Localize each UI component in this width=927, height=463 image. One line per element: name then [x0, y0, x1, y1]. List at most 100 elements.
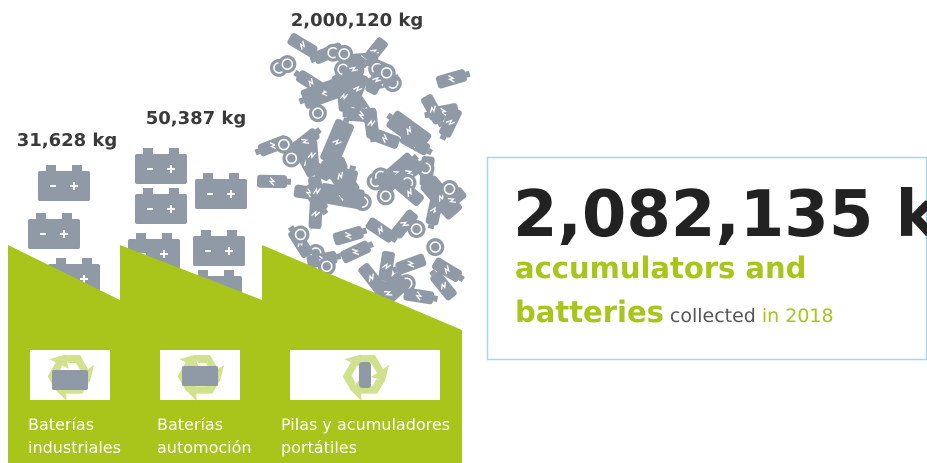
icon-part	[349, 379, 386, 401]
car-battery	[193, 230, 245, 266]
icon-part	[344, 231, 352, 240]
cell	[403, 287, 438, 305]
recycle-icons	[47, 354, 389, 401]
icon-part	[342, 117, 351, 124]
cell	[391, 253, 427, 275]
icon-part	[440, 180, 459, 199]
icon-part	[274, 135, 293, 154]
coin-cell	[376, 187, 395, 206]
coin-cell	[278, 55, 297, 74]
icon-part	[465, 70, 471, 78]
icon-part	[38, 171, 90, 201]
icon-part	[269, 142, 277, 150]
icon-part	[342, 110, 347, 118]
icon-part	[293, 69, 300, 78]
icon-part	[317, 205, 324, 211]
cell	[429, 269, 457, 301]
total: 2,082,135 kg	[513, 178, 927, 252]
icon-part	[36, 213, 46, 220]
icon-part	[394, 74, 400, 82]
icon-part	[135, 194, 187, 224]
cell	[340, 54, 367, 87]
icon-part	[285, 152, 298, 165]
cell	[293, 69, 326, 95]
label: portátiles	[281, 438, 357, 457]
cell	[393, 178, 424, 207]
icon-part	[340, 79, 348, 87]
coin-cell	[335, 44, 354, 63]
coin-cell	[282, 149, 301, 168]
highlight: batteries	[515, 295, 664, 329]
icon-part	[339, 92, 349, 101]
icon-part	[332, 139, 342, 146]
icon-part	[268, 176, 276, 186]
icon-part	[72, 165, 82, 172]
coin-cell	[377, 63, 396, 82]
coin-cell	[291, 225, 310, 244]
icon-part	[381, 133, 388, 144]
cell	[307, 175, 326, 211]
icon-part	[299, 40, 306, 50]
icon-part	[169, 148, 179, 155]
icon-part	[379, 190, 392, 203]
icon-part	[429, 241, 442, 253]
icon-part	[358, 110, 366, 120]
icon-part	[282, 149, 301, 168]
icon-part	[56, 258, 66, 265]
cell	[332, 225, 368, 246]
icon-part	[337, 171, 344, 180]
car-battery	[135, 148, 187, 184]
icon-part	[386, 112, 393, 121]
icon-part	[429, 105, 437, 114]
icon-part	[377, 63, 396, 82]
cell	[439, 106, 462, 141]
icon-part	[380, 67, 393, 79]
icon-part	[426, 148, 434, 156]
coin-cell	[426, 238, 445, 257]
cell	[365, 217, 398, 244]
cell	[359, 362, 371, 388]
icon-part	[347, 101, 356, 108]
cell	[420, 94, 445, 128]
icon-part	[438, 193, 444, 202]
icon-part	[198, 270, 208, 277]
icon-part	[415, 291, 423, 301]
icon-part	[307, 151, 317, 159]
icon-part	[349, 165, 357, 171]
icon-part	[143, 148, 153, 155]
icon-part	[400, 221, 410, 227]
icon-part	[376, 187, 395, 206]
icon-part	[439, 107, 447, 116]
label: automoción	[157, 438, 252, 457]
icon-part	[426, 238, 445, 257]
icon-part	[62, 213, 72, 220]
car-battery	[195, 173, 247, 209]
icon-part	[435, 207, 443, 215]
cell	[378, 250, 395, 286]
label: Baterías	[28, 415, 94, 434]
icon-part	[380, 280, 388, 286]
highlight: accumulators and	[515, 251, 806, 285]
car-battery	[28, 213, 80, 249]
icon-part	[458, 274, 465, 283]
label: Pilas y acumuladores	[281, 415, 450, 434]
icon-part	[224, 270, 234, 277]
cell	[347, 73, 369, 108]
icon-part	[352, 85, 363, 92]
icon-part	[440, 281, 446, 291]
icon-part	[437, 121, 445, 128]
icon-part	[254, 148, 261, 156]
car-battery	[135, 188, 187, 224]
icon-part	[407, 188, 412, 198]
icon-part	[410, 223, 423, 235]
icon-part	[445, 119, 456, 126]
icon-part	[427, 224, 435, 230]
icon-part	[439, 134, 447, 141]
icon-part	[278, 138, 290, 151]
cell	[320, 117, 354, 166]
icon-part	[367, 119, 376, 127]
icon-part	[429, 269, 437, 277]
icon-part	[308, 77, 314, 88]
icon-part	[281, 58, 294, 70]
